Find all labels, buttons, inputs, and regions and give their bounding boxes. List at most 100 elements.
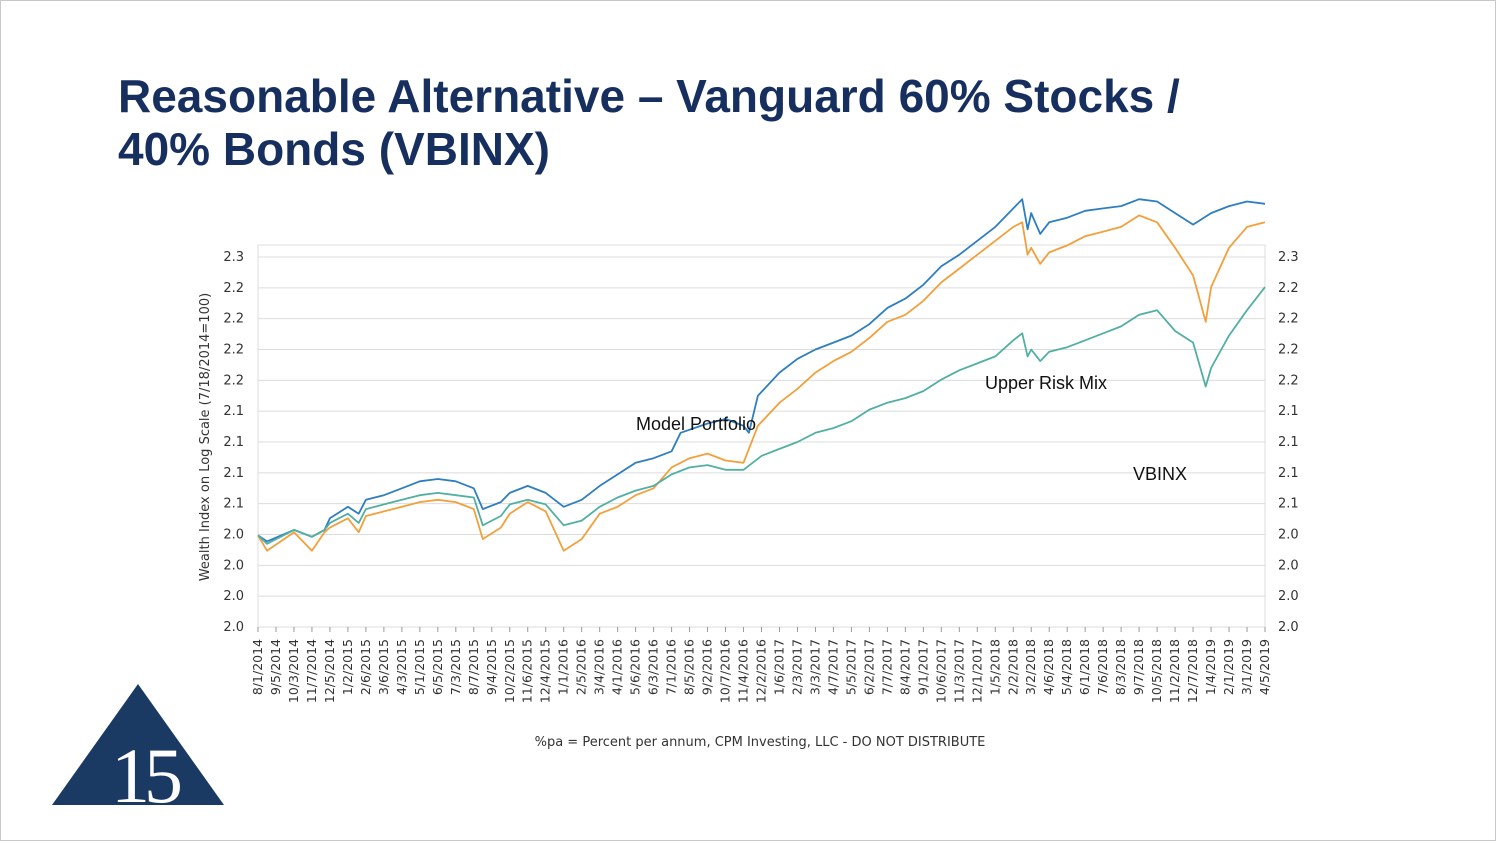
x-tick-label: 1/5/2018	[987, 639, 1002, 695]
y-tick-label: 2.2	[1278, 312, 1299, 327]
y-tick-label: 2.1	[223, 404, 244, 419]
x-tick-label: 7/6/2018	[1095, 639, 1110, 695]
x-tick-label: 6/2/2017	[861, 639, 876, 695]
x-tick-label: 9/4/2015	[484, 639, 499, 695]
x-tick-label: 3/2/2018	[1023, 639, 1038, 695]
x-tick-label: 4/5/2019	[1257, 639, 1272, 695]
x-tick-label: 12/7/2018	[1185, 639, 1200, 703]
x-tick-label: 11/2/2018	[1167, 639, 1182, 703]
y-tick-label: 2.0	[1278, 589, 1299, 604]
x-tick-label: 1/6/2017	[771, 639, 786, 695]
x-tick-label: 8/7/2015	[466, 639, 481, 695]
y-tick-label: 2.1	[223, 497, 244, 512]
y-tick-label: 2.2	[223, 281, 244, 296]
x-tick-label: 8/5/2016	[682, 639, 697, 695]
x-tick-label: 11/6/2015	[520, 639, 535, 703]
y-tick-label: 2.2	[1278, 373, 1299, 388]
x-tick-label: 12/1/2017	[969, 639, 984, 703]
x-tick-label: 9/1/2017	[915, 639, 930, 695]
slide-title-line-2: 40% Bonds (VBINX)	[118, 123, 550, 175]
x-tick-label: 6/5/2015	[430, 639, 445, 695]
x-tick-label: 2/6/2015	[358, 639, 373, 695]
series-lines	[257, 198, 1266, 552]
firm-logo: 15	[52, 684, 224, 808]
y-tick-label: 2.2	[1278, 343, 1299, 358]
y-tick-label: 2.1	[1278, 497, 1299, 512]
x-tick-label: 4/7/2017	[825, 639, 840, 695]
x-tick-label: 11/7/2014	[304, 639, 319, 703]
x-tick-label: 8/3/2018	[1113, 639, 1128, 695]
x-tick-label: 2/1/2019	[1221, 639, 1236, 695]
x-tick-label: 1/1/2016	[556, 639, 571, 695]
x-tick-label: 9/5/2014	[268, 639, 283, 695]
logo-number: 15	[111, 732, 180, 808]
x-tick-label: 8/1/2014	[250, 639, 265, 695]
annotation-label: Model Portfolio	[636, 414, 756, 434]
chart-footnote: %pa = Percent per annum, CPM Investing, …	[535, 735, 986, 750]
x-tick-label: 10/5/2018	[1149, 639, 1164, 703]
x-tick-label: 3/6/2015	[376, 639, 391, 695]
x-tick-label: 11/4/2016	[736, 639, 751, 703]
x-tick-label: 6/1/2018	[1077, 639, 1092, 695]
y-tick-label: 2.2	[1278, 281, 1299, 296]
x-tick-label: 7/1/2016	[664, 639, 679, 695]
plot-area	[257, 244, 1266, 628]
x-tick-label: 4/6/2018	[1041, 639, 1056, 695]
chart-annotations: Model Portfolio Upper Risk Mix VBINX	[636, 373, 1187, 484]
series-line-upper-risk-mix	[257, 214, 1266, 552]
y-tick-label: 2.1	[1278, 466, 1299, 481]
x-tick-label: 5/6/2016	[628, 639, 643, 695]
y-axis-right: 2.0 2.0 2.0 2.0 2.1 2.1 2.1 2.1 2.2 2.2 2.2 2.2 2.3	[1278, 250, 1299, 635]
annotation-label: VBINX	[1133, 464, 1187, 484]
y-tick-label: 2.1	[223, 435, 244, 450]
y-tick-label: 2.0	[223, 589, 244, 604]
x-tick-label: 7/7/2017	[879, 639, 894, 695]
x-tick-label: 10/2/2015	[502, 639, 517, 703]
y-axis-title: Wealth Index on Log Scale (7/18/2014=100…	[198, 293, 213, 581]
x-tick-label: 3/3/2017	[807, 639, 822, 695]
y-tick-label: 2.0	[1278, 528, 1299, 543]
y-tick-label: 2.0	[223, 620, 244, 635]
x-tick-label: 2/2/2018	[1005, 639, 1020, 695]
x-tick-label: 3/1/2019	[1239, 639, 1254, 695]
x-tick-label: 4/3/2015	[394, 639, 409, 695]
x-tick-label: 12/4/2015	[538, 639, 553, 703]
x-tick-label: 10/7/2016	[718, 639, 733, 703]
x-tick-label: 5/5/2017	[843, 639, 858, 695]
y-tick-label: 2.3	[223, 250, 244, 265]
logo-triangle-icon	[52, 684, 224, 805]
y-tick-label: 2.3	[1278, 250, 1299, 265]
y-axis-left: 2.0 2.0 2.0 2.0 2.1 2.1 2.1 2.1 2.2 2.2 2.2 2.2 2.3	[223, 250, 244, 635]
slide-title: Reasonable Alternative – Vanguard 60% St…	[118, 70, 1418, 176]
x-tick-label: 1/4/2019	[1203, 639, 1218, 695]
x-tick-label: 9/7/2018	[1131, 639, 1146, 695]
y-tick-label: 2.0	[1278, 558, 1299, 573]
y-tick-label: 2.2	[223, 312, 244, 327]
x-tick-label: 8/4/2017	[897, 639, 912, 695]
y-tick-label: 2.1	[1278, 435, 1299, 450]
x-tick-label: 2/5/2016	[574, 639, 589, 695]
x-tick-label: 4/1/2016	[610, 639, 625, 695]
x-tick-label: 10/3/2014	[286, 639, 301, 703]
y-tick-label: 2.0	[223, 558, 244, 573]
y-tick-label: 2.0	[223, 528, 244, 543]
annotation-label: Upper Risk Mix	[985, 373, 1107, 393]
y-tick-label: 2.2	[223, 373, 244, 388]
x-tick-label: 12/2/2016	[754, 639, 769, 703]
x-tick-label: 5/1/2015	[412, 639, 427, 695]
x-tick-label: 3/4/2016	[592, 639, 607, 695]
series-line-model-portfolio	[257, 198, 1266, 543]
y-tick-label: 2.1	[223, 466, 244, 481]
y-tick-label: 2.0	[1278, 620, 1299, 635]
x-tick-label: 1/2/2015	[340, 639, 355, 695]
x-tick-label: 12/5/2014	[322, 639, 337, 703]
x-tick-label: 9/2/2016	[700, 639, 715, 695]
x-tick-label: 2/3/2017	[789, 639, 804, 695]
y-tick-label: 2.2	[223, 343, 244, 358]
x-axis: 8/1/2014 9/5/2014 10/3/2014 11/7/2014 12/5/2…	[250, 627, 1272, 703]
x-tick-label: 5/4/2018	[1059, 639, 1074, 695]
x-tick-label: 6/3/2016	[646, 639, 661, 695]
y-tick-label: 2.1	[1278, 404, 1299, 419]
